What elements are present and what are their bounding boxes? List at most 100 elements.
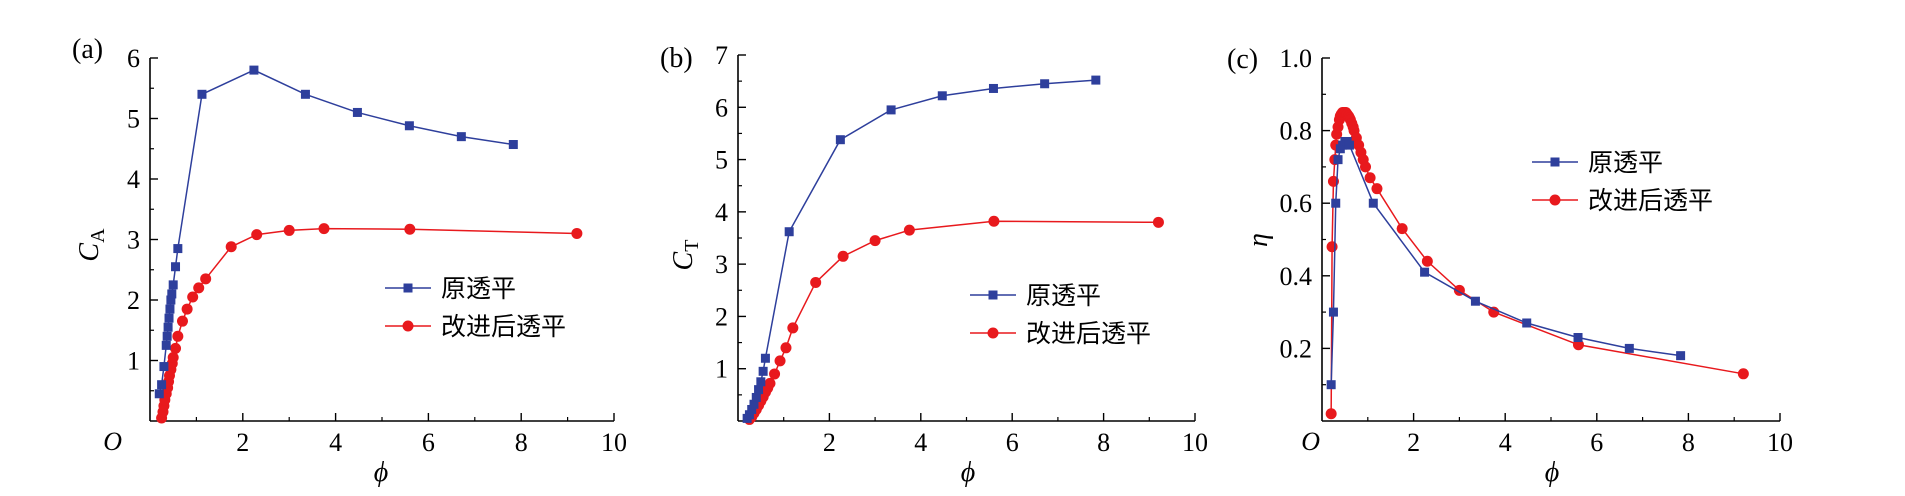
origin-label-c: O [1301,427,1320,456]
y-axis-title-b: CT [668,240,703,271]
x-axis-title-c: ϕ [1545,457,1560,488]
data-point-blue-c [1420,267,1430,277]
legend-marker-blue-b [988,290,998,300]
x-tick-label-c: 8 [1682,428,1695,457]
legend-label-blue-c: 原透平 [1588,148,1663,177]
data-point-blue-a [352,107,362,117]
data-point-blue-a [157,380,167,390]
data-point-blue-c [1333,155,1343,165]
series-line-blue-b [746,79,1096,419]
data-point-blue-a [197,89,207,99]
data-point-blue-a [508,140,518,150]
data-point-red-b [774,355,786,367]
data-point-blue-a [300,89,310,99]
data-point-red-a [404,223,416,235]
origin-label-a: O [103,427,122,456]
y-tick-label-c: 0.4 [1280,262,1313,291]
x-tick-label-c: 6 [1590,428,1603,457]
y-tick-label-c: 1.0 [1280,44,1313,73]
data-point-blue-c [1368,198,1378,208]
data-point-red-a [251,229,263,241]
data-point-blue-c [1676,351,1686,361]
data-point-blue-a [173,244,183,254]
legend-marker-red-b [987,327,999,339]
data-point-blue-b [784,227,794,237]
x-tick-label-b: 10 [1182,428,1208,457]
data-point-red-b [1152,216,1164,228]
data-point-red-c [1360,161,1372,173]
data-point-blue-a [163,322,173,332]
data-point-blue-b [744,410,754,420]
data-point-red-a [283,224,295,236]
data-point-blue-b [760,353,770,363]
y-tick-label-b: 4 [715,198,728,227]
data-point-red-b [837,250,849,262]
x-tick-label-a: 2 [236,428,249,457]
data-point-blue-c [1624,343,1634,353]
x-tick-label-a: 4 [329,428,342,457]
legend-marker-red-a [402,320,414,332]
data-point-red-c [1325,408,1337,420]
data-point-red-b [769,368,781,380]
data-point-red-a [181,303,193,315]
data-point-red-c [1396,223,1408,235]
data-point-red-a [172,330,184,342]
y-tick-label-b: 1 [715,355,728,384]
legend-label-red-c: 改进后透平 [1588,186,1713,215]
legend-label-red-b: 改进后透平 [1026,319,1151,348]
data-point-red-b [903,224,915,236]
data-point-blue-b [751,392,761,402]
series-line-blue-a [158,69,514,394]
x-tick-label-c: 4 [1499,428,1512,457]
data-point-red-b [780,342,792,354]
legend-label-red-a: 改进后透平 [441,312,566,341]
x-tick-label-a: 6 [422,428,435,457]
y-tick-label-a: 6 [127,44,140,73]
data-point-red-b [810,276,822,288]
data-point-blue-a [162,331,172,341]
y-axis-title-sub-a: A [87,228,109,243]
data-point-red-c [1421,255,1433,267]
data-point-blue-c [1328,307,1338,317]
x-tick-label-b: 2 [823,428,836,457]
y-tick-label-b: 6 [715,93,728,122]
legend-label-blue-b: 原透平 [1026,281,1101,310]
legend-marker-blue-c [1550,157,1560,167]
x-tick-label-a: 8 [515,428,528,457]
data-point-red-c [1326,241,1338,253]
data-point-blue-b [937,91,947,101]
data-point-blue-a [168,280,178,290]
data-point-blue-b [756,377,766,387]
x-tick-label-b: 8 [1097,428,1110,457]
y-tick-label-a: 5 [127,105,140,134]
y-tick-label-b: 5 [715,146,728,175]
y-tick-label-b: 3 [715,250,728,279]
data-point-red-b [869,235,881,247]
legend-label-blue-a: 原透平 [441,274,516,303]
y-axis-title-main-c: η [1243,233,1274,247]
panel-label-b: (b) [660,43,693,74]
data-point-blue-a [161,340,171,350]
y-axis-title-main-b: C [668,251,699,270]
data-point-blue-b [758,366,768,376]
data-point-blue-b [835,135,845,145]
y-tick-label-b: 2 [715,302,728,331]
data-point-blue-a [164,313,174,323]
data-point-red-c [1371,183,1383,195]
y-axis-title-c: η [1243,233,1274,247]
y-tick-label-c: 0.2 [1280,334,1313,363]
data-point-blue-a [165,304,175,314]
data-point-blue-a [166,295,176,305]
data-point-blue-c [1331,198,1341,208]
data-point-blue-a [154,389,164,399]
data-point-red-a [187,291,199,303]
y-tick-label-c: 0.8 [1280,117,1313,146]
data-point-blue-b [1091,75,1101,85]
series-line-red-c [1330,111,1744,414]
data-point-red-a [193,282,205,294]
y-tick-label-c: 0.6 [1280,189,1313,218]
